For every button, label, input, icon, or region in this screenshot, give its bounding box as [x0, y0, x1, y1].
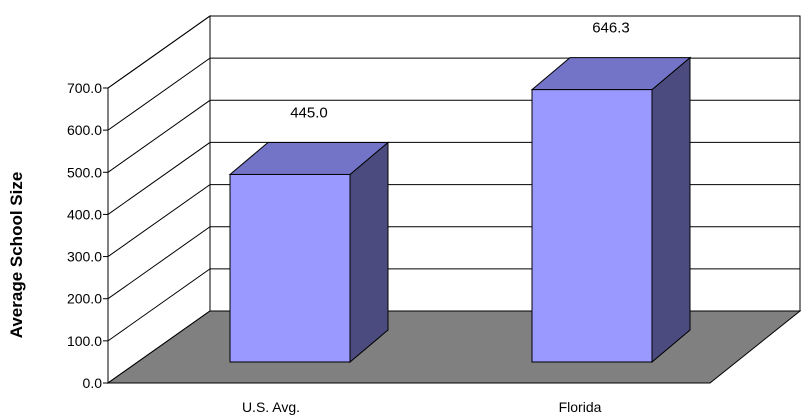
data-labels: 445.0 646.3	[290, 20, 630, 122]
y-tick-label: 700.0	[67, 80, 102, 96]
bar-front-face	[531, 89, 653, 363]
data-label: 646.3	[592, 20, 630, 37]
y-tick-label: 100.0	[67, 333, 102, 349]
y-tick-label: 600.0	[67, 122, 102, 138]
bars	[228, 56, 692, 364]
y-tick-label: 300.0	[67, 249, 102, 265]
bar-2	[530, 56, 692, 364]
y-axis-title: Average School Size	[7, 172, 26, 339]
category-label: U.S. Avg.	[242, 399, 300, 415]
y-tick-label: 400.0	[67, 206, 102, 222]
category-labels: U.S. Avg. Florida	[242, 399, 602, 415]
y-tick-label: 200.0	[67, 291, 102, 307]
data-label: 445.0	[290, 104, 328, 121]
chart-floor	[106, 310, 801, 384]
gridline	[107, 15, 800, 89]
bar-side-face	[349, 141, 389, 364]
bar-front-face	[229, 173, 351, 363]
y-tick-label: 0.0	[83, 375, 103, 391]
bar-1	[228, 141, 390, 364]
bar-side-face	[651, 56, 691, 364]
category-label: Florida	[559, 399, 602, 415]
y-axis-ticks: 0.0 100.0 200.0 300.0 400.0 500.0 600.0 700.0	[67, 80, 710, 391]
y-tick-label: 500.0	[67, 164, 102, 180]
floor-plane	[106, 310, 801, 384]
